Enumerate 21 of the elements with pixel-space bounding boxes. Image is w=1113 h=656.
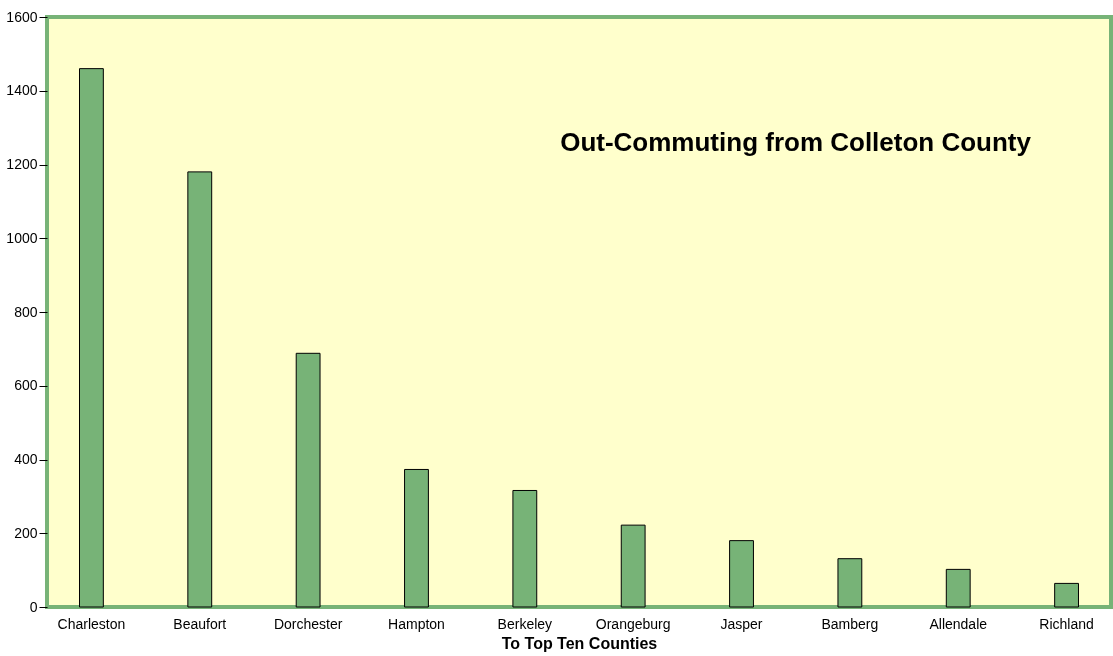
y-tick-label: 1200 [6, 156, 38, 172]
x-tick-label: Richland [1039, 615, 1094, 632]
x-tick-label: Charleston [57, 615, 126, 632]
x-tick-label: Dorchester [273, 615, 343, 632]
y-tick-label: 1400 [6, 82, 38, 99]
y-tick-label: 800 [14, 303, 38, 320]
text: Out-Commuting from Colleton County [560, 127, 1032, 157]
x-tick-label: Beaufort [173, 615, 227, 632]
x-tick-label: Bamberg [821, 615, 879, 632]
x-axis-title: To Top Ten Counties [501, 634, 658, 652]
x-tick-label: Allendale [929, 615, 988, 632]
y-tick-label: 600 [14, 377, 38, 394]
x-tick-label: Berkeley [497, 615, 553, 632]
x-tick-label: Hampton [388, 615, 445, 632]
y-tick-label: 1600 [6, 8, 38, 25]
y-tick-label: 1000 [6, 229, 38, 246]
y-tick-label: 0 [29, 598, 38, 615]
x-tick-label: Jasper [720, 615, 763, 632]
y-tick-label: 400 [14, 451, 38, 467]
y-tick-label: 200 [14, 524, 38, 541]
x-tick-label: Orangeburg [595, 615, 671, 632]
